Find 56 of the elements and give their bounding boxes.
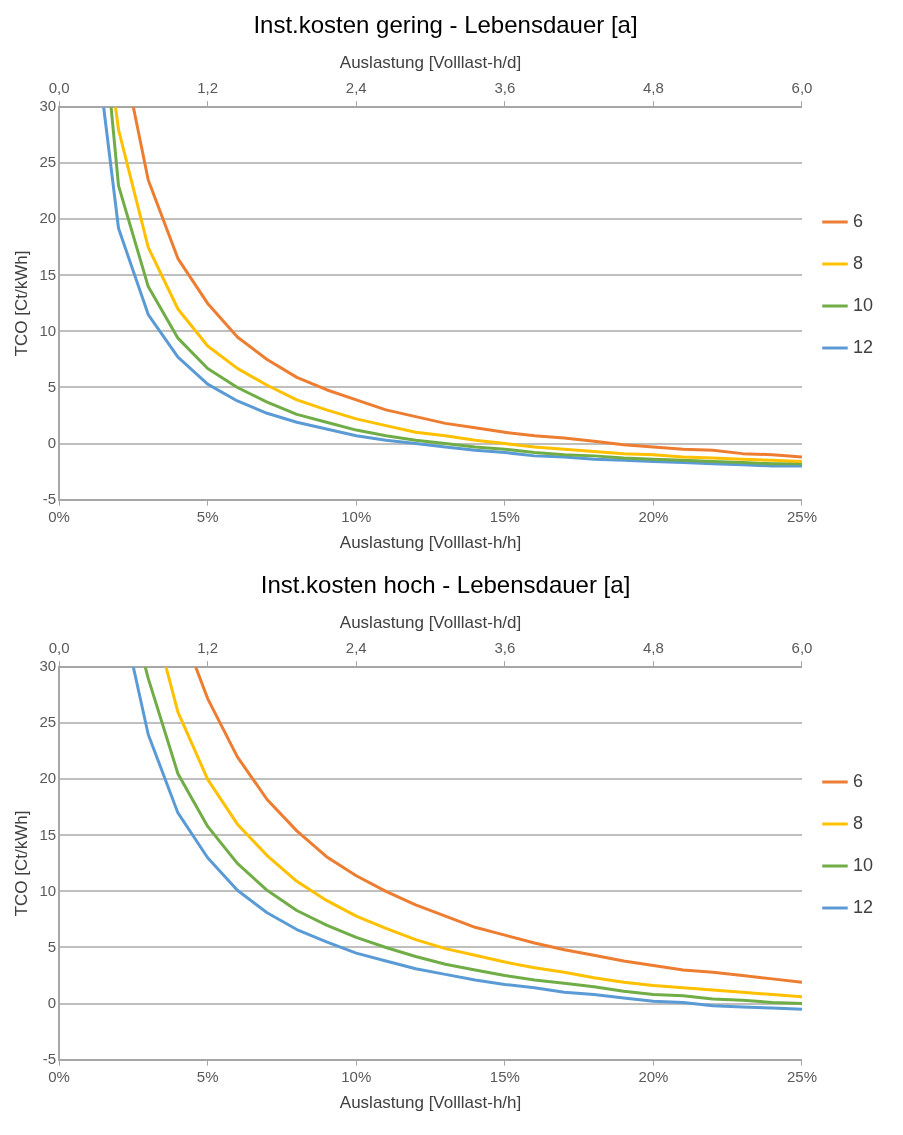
x-tick-label: 20% bbox=[638, 507, 669, 525]
x-tick-label: 15% bbox=[489, 507, 520, 525]
x-tick-label: 25% bbox=[786, 507, 817, 525]
y-tick-label: 5 bbox=[47, 377, 57, 395]
y-tick-label: 30 bbox=[39, 97, 57, 115]
y-axis-title: TCO [Ct/kWh] bbox=[11, 810, 31, 917]
x2-tick-label: 3,6 bbox=[494, 79, 516, 97]
y-tick-label: 0 bbox=[47, 993, 57, 1011]
x-tick-label: 0% bbox=[48, 1067, 70, 1085]
x2-tick-label: 6,0 bbox=[791, 79, 813, 97]
y-tick-label: 5 bbox=[47, 937, 57, 955]
y-tick-label: 10 bbox=[39, 321, 57, 339]
legend-label: 6 bbox=[852, 210, 863, 231]
y-tick-label: 20 bbox=[39, 769, 57, 787]
y-tick-label: -5 bbox=[42, 489, 57, 507]
legend-label: 10 bbox=[852, 294, 874, 315]
y-tick-label: 15 bbox=[39, 265, 57, 283]
chart-title: Inst.kosten gering - Lebensdauer [a] bbox=[253, 11, 638, 39]
y-tick-label: 25 bbox=[39, 153, 57, 171]
legend-label: 12 bbox=[852, 336, 874, 357]
legend-label: 12 bbox=[852, 896, 874, 917]
chart-title: Inst.kosten hoch - Lebensdauer [a] bbox=[260, 571, 631, 599]
x-axis-title: Auslastung [Volllast-h/h] bbox=[339, 1093, 522, 1113]
y-tick-label: 20 bbox=[39, 209, 57, 227]
x-tick-label: 25% bbox=[786, 1067, 817, 1085]
y-axis-title: TCO [Ct/kWh] bbox=[11, 250, 31, 357]
x-tick-label: 0% bbox=[48, 507, 70, 525]
x2-axis-title: Auslastung [Volllast-h/d] bbox=[339, 52, 522, 72]
x2-tick-label: 1,2 bbox=[197, 79, 219, 97]
x2-tick-label: 2,4 bbox=[345, 639, 367, 657]
x2-tick-label: 1,2 bbox=[197, 639, 219, 657]
y-tick-label: 25 bbox=[39, 713, 57, 731]
legend-label: 8 bbox=[852, 812, 863, 833]
x-tick-label: 5% bbox=[196, 1067, 219, 1085]
legend-label: 6 bbox=[852, 770, 863, 791]
x-tick-label: 10% bbox=[341, 1067, 372, 1085]
y-tick-label: 15 bbox=[39, 825, 57, 843]
y-tick-label: 30 bbox=[39, 657, 57, 675]
x2-tick-label: 0,0 bbox=[48, 79, 70, 97]
x2-axis-title: Auslastung [Volllast-h/d] bbox=[339, 612, 522, 632]
x2-tick-label: 3,6 bbox=[494, 639, 516, 657]
legend-label: 10 bbox=[852, 854, 874, 875]
x-tick-label: 20% bbox=[638, 1067, 669, 1085]
y-tick-label: 10 bbox=[39, 881, 57, 899]
y-tick-label: -5 bbox=[42, 1049, 57, 1067]
x-tick-label: 5% bbox=[196, 507, 219, 525]
legend-label: 8 bbox=[852, 252, 863, 273]
x-tick-label: 15% bbox=[489, 1067, 520, 1085]
x2-tick-label: 2,4 bbox=[345, 79, 367, 97]
y-tick-label: 0 bbox=[47, 433, 57, 451]
x-tick-label: 10% bbox=[341, 507, 372, 525]
x2-tick-label: 6,0 bbox=[791, 639, 813, 657]
x-axis-title: Auslastung [Volllast-h/h] bbox=[339, 533, 522, 553]
x2-tick-label: 4,8 bbox=[642, 639, 664, 657]
x2-tick-label: 4,8 bbox=[642, 79, 664, 97]
x2-tick-label: 0,0 bbox=[48, 639, 70, 657]
